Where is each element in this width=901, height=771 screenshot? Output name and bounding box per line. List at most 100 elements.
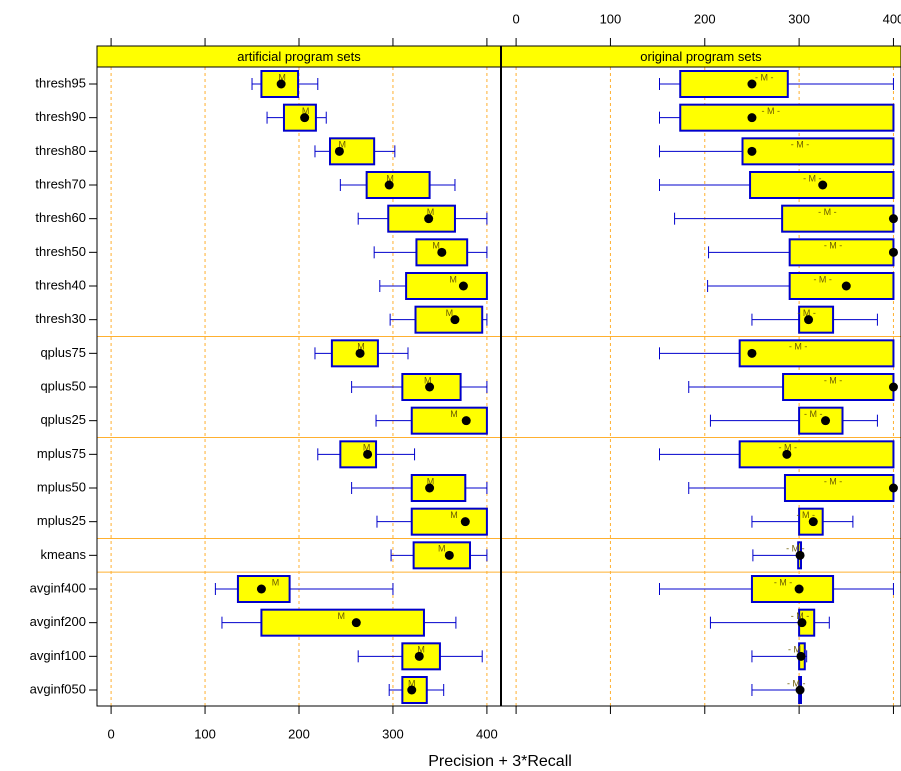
y-tick-label: thresh30 (35, 311, 86, 326)
median-dot (407, 685, 417, 695)
median-dot (888, 247, 898, 257)
median-dot (300, 113, 310, 123)
median-dot (351, 618, 361, 628)
box (750, 575, 835, 603)
mean-label: - M - (791, 140, 810, 150)
median-dot (461, 416, 471, 426)
median-dot (782, 449, 792, 459)
median-dot (804, 315, 814, 325)
mean-label: M (272, 577, 280, 587)
median-dot (888, 214, 898, 224)
box (788, 272, 895, 300)
mean-label: M (427, 476, 435, 486)
box (788, 238, 895, 267)
mean-label: M (386, 173, 394, 183)
median-dot (355, 348, 365, 358)
mean-label: - M - (803, 173, 822, 183)
median-dot (888, 382, 898, 392)
box (781, 204, 895, 233)
mean-label: M (408, 678, 416, 688)
median-dot (795, 550, 805, 560)
mean-label: - M - (779, 443, 798, 453)
mean-label: - M - (813, 274, 832, 284)
x-tick-label: 0 (512, 11, 519, 26)
median-dot (444, 550, 454, 560)
x-tick-label: 200 (288, 726, 310, 741)
y-tick-label: mplus25 (37, 513, 86, 528)
box (414, 305, 484, 334)
y-tick-label: mplus75 (37, 446, 86, 461)
median-dot (888, 483, 898, 493)
median-dot (276, 79, 286, 89)
box (260, 608, 425, 637)
median-dot (747, 348, 757, 358)
mean-label: - M - (797, 308, 816, 318)
y-tick-label: qplus75 (40, 345, 86, 360)
x-tick-label: 100 (194, 726, 216, 741)
box (387, 204, 456, 233)
panel-title: artificial program sets (237, 49, 361, 64)
mean-label: - M - (762, 106, 781, 116)
mean-label: M (450, 510, 458, 520)
x-tick-label: 0 (107, 726, 114, 741)
median-dot (747, 113, 757, 123)
median-dot (424, 214, 434, 224)
median-dot (425, 483, 435, 493)
mean-label: M (417, 645, 425, 655)
median-dot (460, 517, 470, 527)
mean-label: - M - (791, 611, 810, 621)
box (405, 272, 488, 300)
x-tick-label: 300 (788, 11, 810, 26)
mean-label: M (278, 72, 286, 82)
mean-label: M (424, 375, 432, 385)
y-tick-label: thresh40 (35, 277, 86, 292)
x-tick-label: 400 (883, 11, 901, 26)
median-dot (841, 281, 851, 291)
median-dot (334, 146, 344, 156)
median-dot (363, 449, 373, 459)
y-tick-label: thresh80 (35, 143, 86, 158)
y-tick-label: avginf050 (30, 681, 86, 696)
y-tick-label: thresh95 (35, 75, 86, 90)
mean-label: - M - (824, 476, 843, 486)
y-tick-label: thresh60 (35, 210, 86, 225)
mean-label: M (363, 443, 371, 453)
x-tick-label: 400 (476, 726, 498, 741)
mean-label: - M - (804, 409, 823, 419)
mean-label: - M - (824, 375, 843, 385)
median-dot (747, 146, 757, 156)
y-tick-label: kmeans (40, 547, 86, 562)
mean-label: M (438, 544, 446, 554)
x-tick-label: 100 (600, 11, 622, 26)
y-tick-label: mplus50 (37, 479, 86, 494)
mean-label: M (450, 409, 458, 419)
y-tick-label: avginf200 (30, 614, 86, 629)
box (282, 103, 317, 132)
box (679, 70, 789, 98)
box (410, 474, 467, 502)
median-dot (458, 281, 468, 291)
y-tick-label: avginf100 (30, 648, 86, 663)
median-dot (747, 79, 757, 89)
median-dot (256, 584, 266, 594)
mean-label: M (427, 207, 435, 217)
mean-label: M (338, 140, 346, 150)
panel: - M - - M - - M - - M - - M - - M - - M - - M -… (501, 67, 901, 706)
box (738, 440, 895, 469)
x-axis-label: Precision + 3*Recall (428, 753, 572, 770)
mean-label: M (449, 274, 457, 284)
mean-label: M (338, 611, 346, 621)
panel-title: original program sets (640, 49, 762, 64)
box (410, 507, 488, 536)
mean-label: - M - (755, 72, 774, 82)
y-tick-label: qplus25 (40, 412, 86, 427)
mean-label: - M - (787, 678, 806, 688)
mean-label: - M - (788, 645, 807, 655)
median-dot (425, 382, 435, 392)
mean-label: - M - (786, 544, 805, 554)
x-tick-label: 200 (694, 11, 716, 26)
box (401, 642, 441, 671)
mean-label: - M - (796, 510, 815, 520)
